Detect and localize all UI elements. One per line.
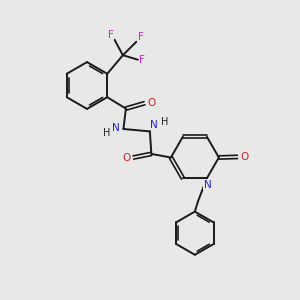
Text: O: O <box>240 152 248 162</box>
Text: H: H <box>161 117 169 128</box>
Text: H: H <box>103 128 111 138</box>
Text: N: N <box>112 123 120 134</box>
Text: O: O <box>147 98 155 108</box>
Text: F: F <box>140 55 145 65</box>
Text: F: F <box>138 32 144 42</box>
Text: N: N <box>204 180 211 190</box>
Text: O: O <box>123 153 131 163</box>
Text: N: N <box>151 120 158 130</box>
Text: F: F <box>108 29 114 40</box>
